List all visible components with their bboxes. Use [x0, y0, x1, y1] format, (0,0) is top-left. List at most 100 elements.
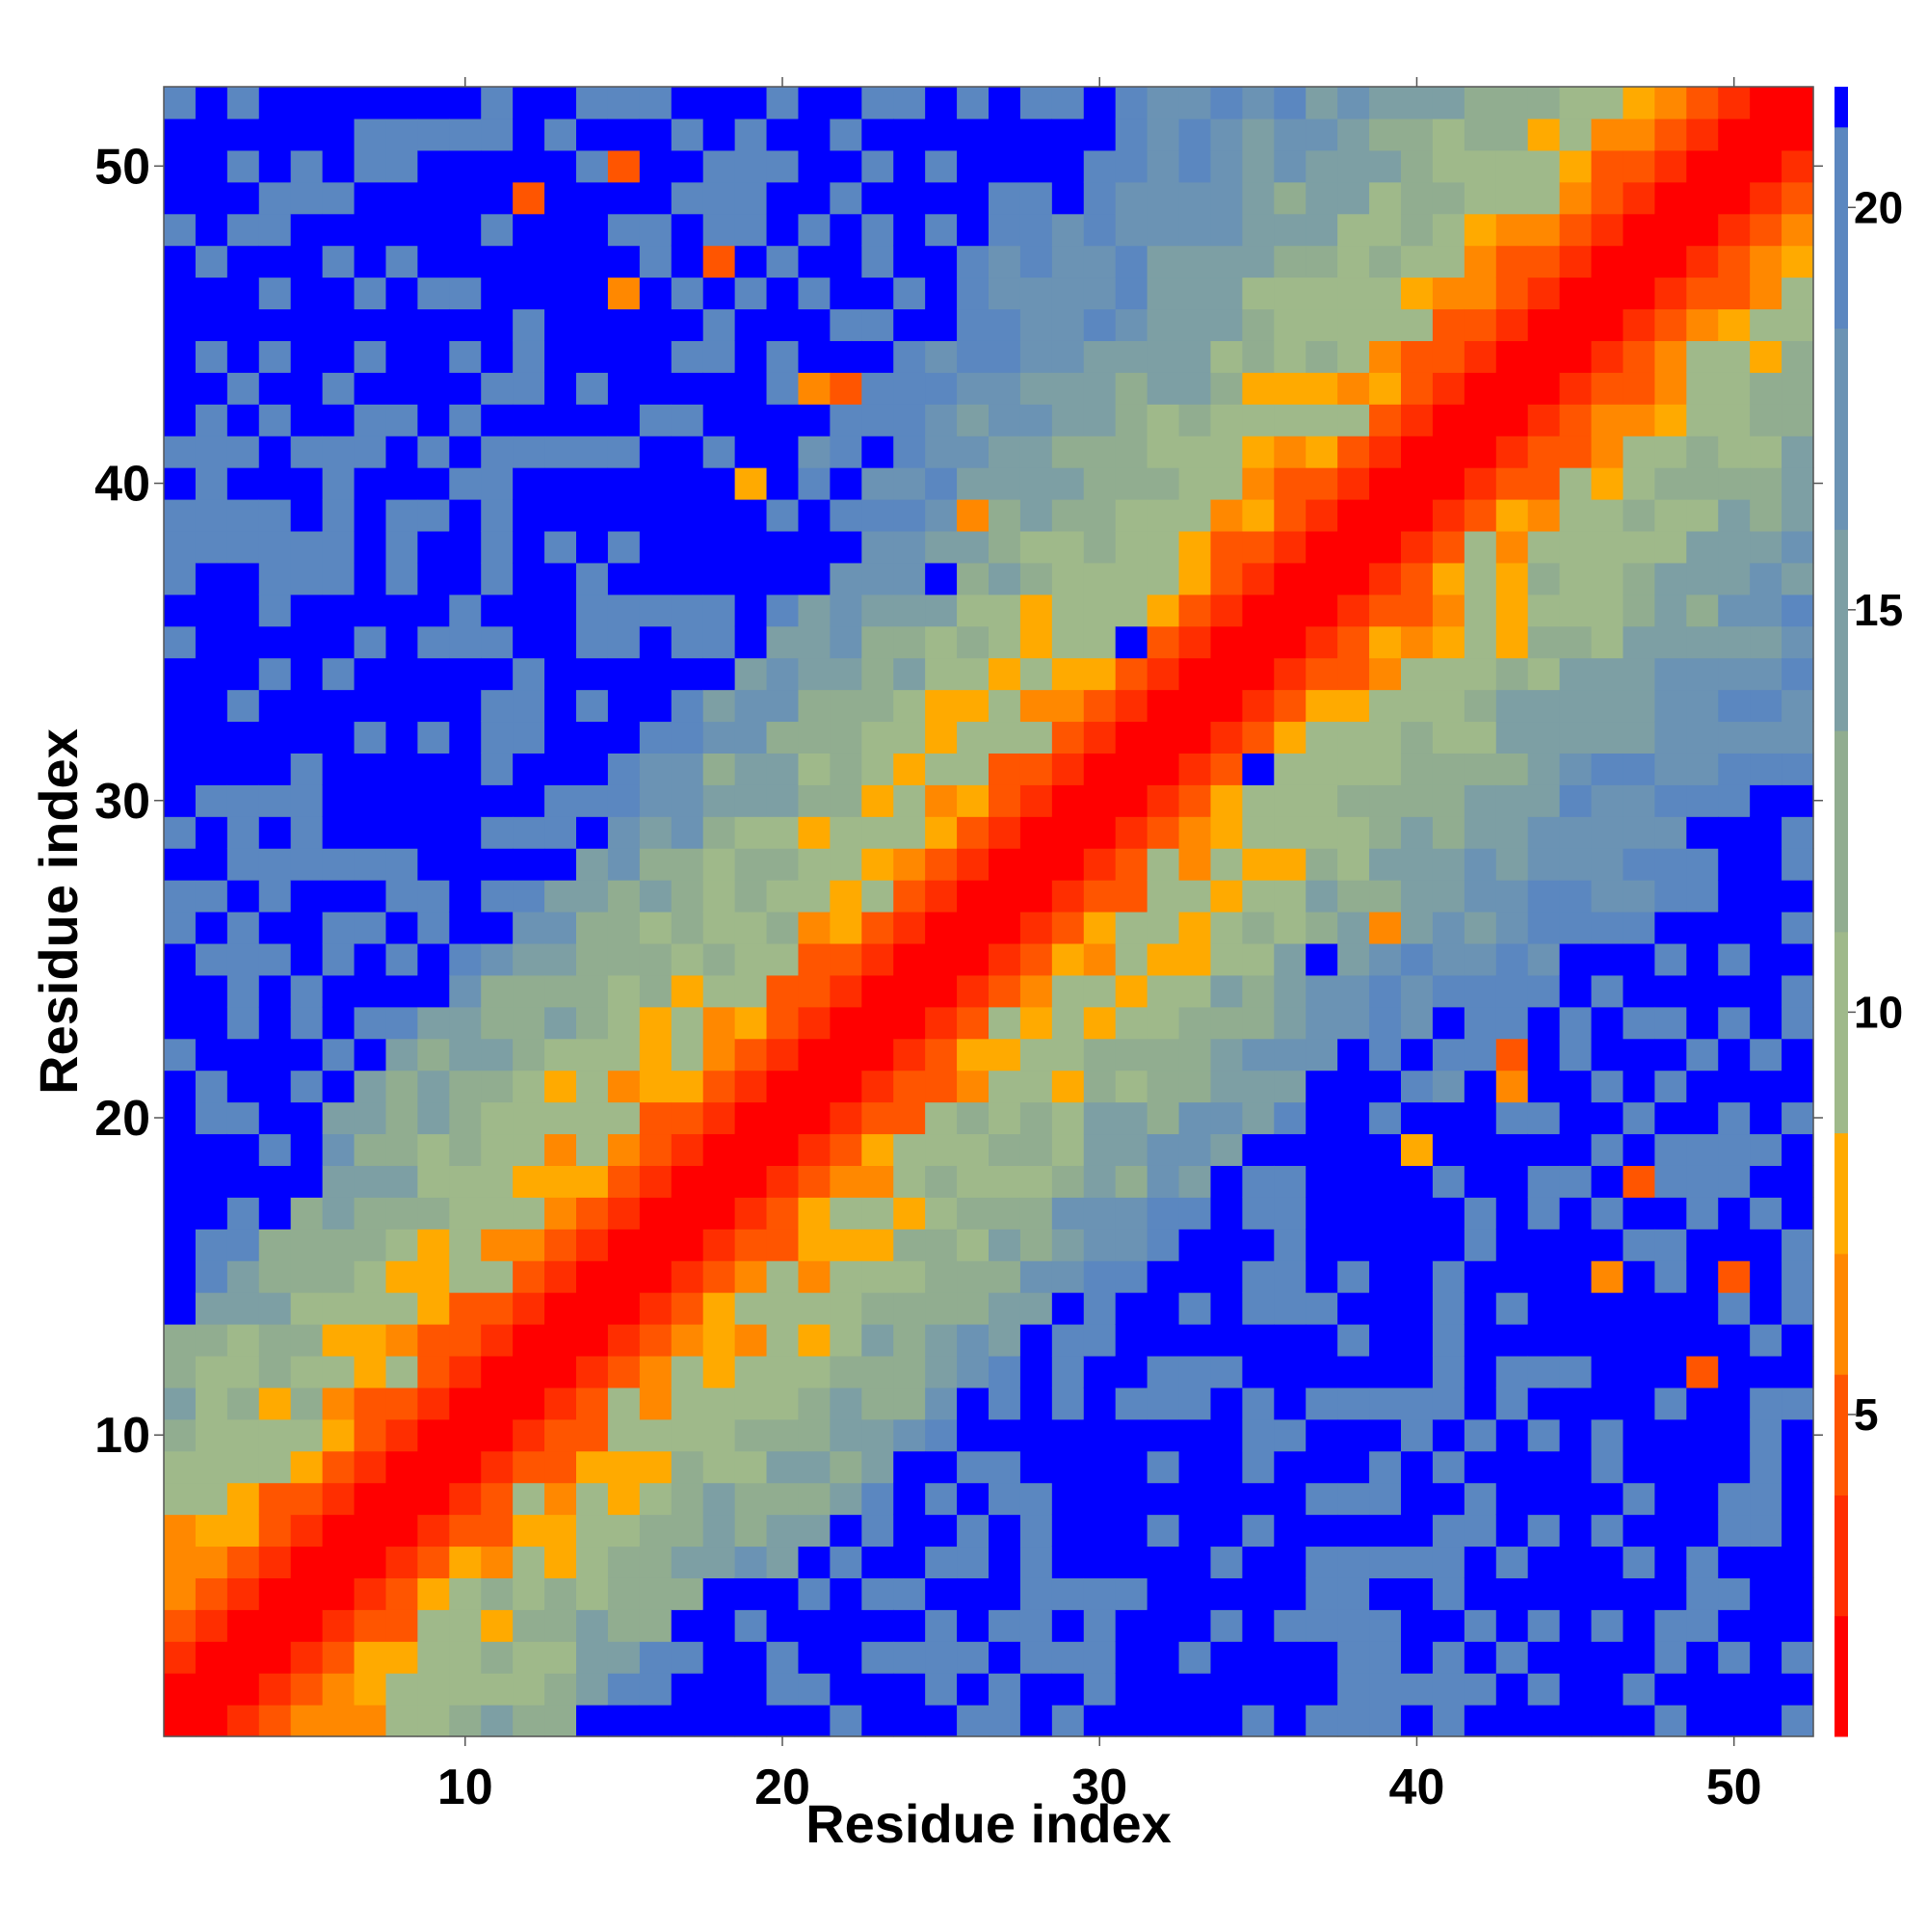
heatmap-cell — [1147, 213, 1180, 247]
heatmap-cell — [481, 213, 514, 247]
heatmap-cell — [1782, 942, 1814, 976]
heatmap-cell — [1337, 1450, 1370, 1484]
heatmap-cell — [957, 1260, 990, 1293]
heatmap-cell — [989, 1641, 1021, 1674]
heatmap-cell — [639, 1387, 673, 1420]
heatmap-cell — [226, 1673, 260, 1706]
heatmap-cell — [702, 753, 736, 785]
heatmap-cell — [1337, 689, 1370, 723]
heatmap-cell — [1401, 1418, 1434, 1452]
heatmap-cell — [1401, 1673, 1434, 1706]
heatmap-cell — [226, 625, 260, 659]
heatmap-cell — [1337, 625, 1370, 659]
heatmap-cell — [607, 436, 641, 468]
heatmap-cell — [893, 530, 926, 564]
heatmap-cell — [893, 1324, 926, 1357]
heatmap-cell — [1178, 1705, 1212, 1737]
heatmap-cell — [481, 594, 514, 627]
heatmap-cell — [1083, 118, 1117, 151]
heatmap-cell — [1051, 1260, 1085, 1293]
heatmap-cell — [290, 118, 324, 151]
heatmap-cell — [1369, 277, 1402, 310]
heatmap-cell — [607, 784, 641, 817]
heatmap-cell — [258, 467, 292, 500]
heatmap-cell — [513, 721, 545, 754]
heatmap-cell — [925, 1387, 958, 1420]
heatmap-cell — [1401, 467, 1434, 500]
heatmap-cell — [1274, 974, 1307, 1008]
heatmap-cell — [544, 657, 577, 691]
heatmap-cell — [1432, 1673, 1465, 1706]
heatmap-cell — [861, 1165, 894, 1198]
heatmap-cell — [1782, 974, 1814, 1008]
heatmap-cell — [290, 1705, 324, 1737]
heatmap-cell — [1718, 721, 1751, 754]
heatmap-cell — [322, 848, 356, 881]
heatmap-cell — [1274, 530, 1307, 564]
heatmap-cell — [1432, 1514, 1465, 1548]
heatmap-cell — [1495, 848, 1529, 881]
heatmap-cell — [1432, 880, 1465, 913]
heatmap-cell — [1591, 880, 1624, 913]
heatmap-cell — [607, 625, 641, 659]
heatmap-cell — [195, 1101, 228, 1135]
heatmap-cell — [766, 1324, 800, 1357]
heatmap-cell — [258, 1292, 292, 1325]
heatmap-cell — [1654, 1705, 1687, 1737]
heatmap-cell — [989, 594, 1021, 627]
heatmap-cell — [1083, 499, 1117, 532]
heatmap-cell — [1718, 277, 1751, 310]
heatmap-cell — [1686, 1705, 1719, 1737]
heatmap-cell — [544, 1450, 577, 1484]
heatmap-cell — [1147, 1197, 1180, 1230]
heatmap-cell — [513, 816, 545, 849]
heatmap-cell — [1464, 721, 1497, 754]
heatmap-cell — [957, 1165, 990, 1198]
heatmap-cell — [195, 1324, 228, 1357]
heatmap-cell — [1750, 880, 1782, 913]
heatmap-cell — [1242, 1101, 1275, 1135]
heatmap-cell — [1210, 87, 1243, 119]
heatmap-cell — [1306, 880, 1338, 913]
heatmap-cell — [1495, 1101, 1529, 1135]
heatmap-cell — [1654, 1101, 1687, 1135]
heatmap-cell — [1464, 784, 1497, 817]
heatmap-cell — [861, 87, 894, 119]
heatmap-cell — [989, 277, 1021, 310]
heatmap-cell — [322, 1355, 356, 1389]
heatmap-cell — [1750, 213, 1782, 247]
heatmap-cell — [607, 1101, 641, 1135]
heatmap-cell — [1718, 753, 1751, 785]
heatmap-cell — [195, 1418, 228, 1452]
heatmap-cell — [385, 912, 418, 944]
heatmap-cell — [576, 1324, 609, 1357]
heatmap-cell — [195, 625, 228, 659]
heatmap-cell — [1401, 784, 1434, 817]
heatmap-cell — [1654, 149, 1687, 183]
heatmap-cell — [1019, 340, 1053, 373]
heatmap-cell — [481, 880, 514, 913]
heatmap-cell — [449, 880, 482, 913]
heatmap-cell — [1337, 1165, 1370, 1198]
heatmap-cell — [702, 436, 736, 468]
heatmap-cell — [1750, 1482, 1782, 1516]
heatmap-cell — [1019, 1070, 1053, 1103]
heatmap-cell — [893, 594, 926, 627]
heatmap-cell — [322, 1482, 356, 1516]
heatmap-cell — [258, 1006, 292, 1040]
heatmap-cell — [385, 1705, 418, 1737]
heatmap-cell — [385, 594, 418, 627]
heatmap-cell — [164, 87, 197, 119]
heatmap-cell — [1686, 1038, 1719, 1072]
heatmap-cell — [322, 1006, 356, 1040]
heatmap-cell — [925, 1038, 958, 1072]
heatmap-cell — [1306, 942, 1338, 976]
heatmap-cell — [893, 942, 926, 976]
heatmap-cell — [1274, 1450, 1307, 1484]
heatmap-cell — [734, 118, 768, 151]
heatmap-cell — [1051, 689, 1085, 723]
heatmap-cell — [1019, 880, 1053, 913]
heatmap-cell — [576, 1482, 609, 1516]
heatmap-cell — [1337, 149, 1370, 183]
heatmap-cell — [702, 848, 736, 881]
